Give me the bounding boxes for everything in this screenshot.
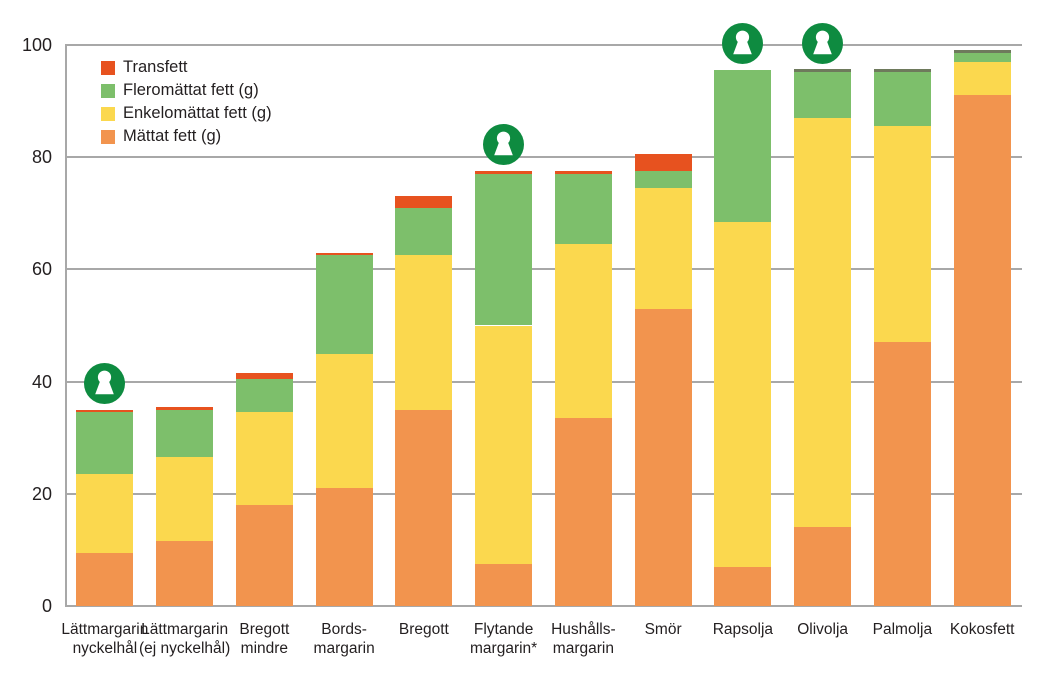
bar-top-edge-12 [953, 49, 1011, 53]
nyckelhal-keyhole-symbol [84, 362, 126, 404]
bar-segment-fleromättat-8 [634, 171, 692, 189]
legend-label: Enkelomättat fett (g) [123, 104, 272, 122]
bar-segment-transfett-7 [554, 171, 612, 175]
bar-segment-mättat-3 [235, 505, 293, 606]
legend-item: Transfett [101, 56, 272, 79]
bar-segment-enkelomättat-10 [794, 117, 852, 528]
y-axis-line [65, 45, 67, 606]
bar-segment-mättat-10 [794, 527, 852, 606]
x-axis-label-5: Bregott [398, 621, 449, 638]
bar-segment-mättat-6 [475, 563, 533, 606]
keyhole-icon [722, 23, 764, 65]
legend-swatch-icon [101, 60, 115, 75]
bar-segment-enkelomättat-1 [76, 474, 134, 553]
bar-segment-enkelomättat-9 [714, 221, 772, 567]
bar-segment-mättat-8 [634, 308, 692, 606]
x-axis-label-8: Smör [644, 621, 682, 638]
bar-segment-enkelomättat-3 [235, 412, 293, 506]
x-axis-label-12: Kokosfett [949, 621, 1015, 638]
bar-segment-enkelomättat-2 [156, 457, 214, 542]
keyhole-icon [802, 23, 844, 65]
x-axis-label-7: Hushålls- margarin [551, 621, 616, 657]
bar-segment-enkelomättat-11 [873, 126, 931, 343]
bar-top-edge-10 [794, 69, 852, 73]
bar-segment-transfett-8 [634, 154, 692, 172]
nyckelhal-keyhole-symbol [483, 124, 525, 166]
legend: Transfett Fleromättat fett (g) Enkelomätta… [101, 56, 272, 148]
bar-segment-fleromättat-11 [873, 70, 931, 127]
bar-segment-fleromättat-7 [554, 174, 612, 245]
bar-segment-fleromättat-12 [953, 50, 1011, 62]
gridline-y-80 [65, 156, 1022, 159]
nyckelhal-keyhole-symbol [722, 23, 764, 65]
bar-segment-fleromättat-3 [235, 378, 293, 413]
bar-segment-transfett-6 [475, 171, 533, 175]
bar-segment-mättat-5 [395, 409, 453, 606]
legend-item: Mättat fett (g) [101, 125, 272, 148]
bar-segment-enkelomättat-4 [315, 353, 373, 489]
bar-segment-fleromättat-2 [156, 409, 214, 458]
bar-segment-mättat-2 [156, 541, 214, 606]
y-axis-tick-label: 0 [41, 596, 52, 616]
keyhole-icon [84, 362, 126, 404]
bar-segment-fleromättat-9 [714, 70, 772, 222]
bar-segment-enkelomättat-5 [395, 255, 453, 410]
legend-label: Mättat fett (g) [123, 127, 222, 145]
bar-segment-transfett-5 [395, 196, 453, 208]
bar-segment-transfett-4 [315, 252, 373, 256]
bar-segment-mättat-9 [714, 566, 772, 606]
legend-item: Fleromättat fett (g) [101, 79, 272, 102]
bar-segment-transfett-3 [235, 373, 293, 379]
y-axis-tick-label: 20 [31, 483, 52, 504]
bar-segment-transfett-2 [156, 406, 214, 410]
bar-top-edge-11 [873, 69, 931, 73]
x-axis-label-10: Olivolja [797, 621, 849, 638]
legend-label: Fleromättat fett (g) [123, 81, 259, 99]
legend-label: Transfett [123, 58, 188, 76]
bar-segment-mättat-1 [76, 552, 134, 606]
legend-swatch-icon [101, 129, 115, 144]
bar-segment-fleromättat-10 [794, 70, 852, 118]
x-axis-label-1: Lättmargarin nyckelhål [61, 621, 149, 657]
nyckelhal-keyhole-symbol [802, 23, 844, 65]
bar-segment-enkelomättat-8 [634, 188, 692, 309]
bar-segment-enkelomättat-6 [475, 325, 533, 564]
legend-item: Enkelomättat fett (g) [101, 102, 272, 125]
y-axis-tick-label: 60 [31, 259, 52, 280]
legend-swatch-icon [101, 106, 115, 121]
bar-segment-enkelomättat-7 [554, 244, 612, 419]
y-axis-tick-label: 80 [31, 147, 52, 168]
bar-segment-mättat-4 [315, 488, 373, 606]
gridline-y-100 [65, 44, 1022, 46]
x-axis-label-2: Lättmargarin (ej nyckelhål) [138, 621, 231, 657]
gridline-y-0 [65, 605, 1022, 607]
x-axis-label-9: Rapsolja [712, 621, 774, 638]
bar-segment-fleromättat-1 [76, 412, 134, 475]
bar-segment-transfett-1 [76, 409, 134, 413]
keyhole-icon [483, 124, 525, 166]
gridline-y-40 [65, 380, 1022, 383]
gridline-y-60 [65, 268, 1022, 271]
bar-segment-fleromättat-5 [395, 207, 453, 256]
x-axis-label-3: Bregott mindre [239, 621, 290, 657]
legend-swatch-icon [101, 83, 115, 98]
x-axis-label-11: Palmolja [872, 621, 933, 638]
bar-segment-fleromättat-6 [475, 174, 533, 326]
gridline-y-20 [65, 492, 1022, 495]
bar-segment-fleromättat-4 [315, 255, 373, 354]
y-axis-tick-label: 40 [31, 371, 52, 392]
bar-segment-mättat-12 [953, 95, 1011, 606]
bar-segment-mättat-11 [873, 342, 931, 606]
y-axis-tick-label: 100 [21, 35, 52, 55]
x-axis-label-4: Bords- margarin [313, 621, 375, 657]
x-axis-label-6: Flytande margarin* [470, 621, 538, 657]
bar-segment-mättat-7 [554, 418, 612, 606]
bar-segment-enkelomättat-12 [953, 61, 1011, 96]
